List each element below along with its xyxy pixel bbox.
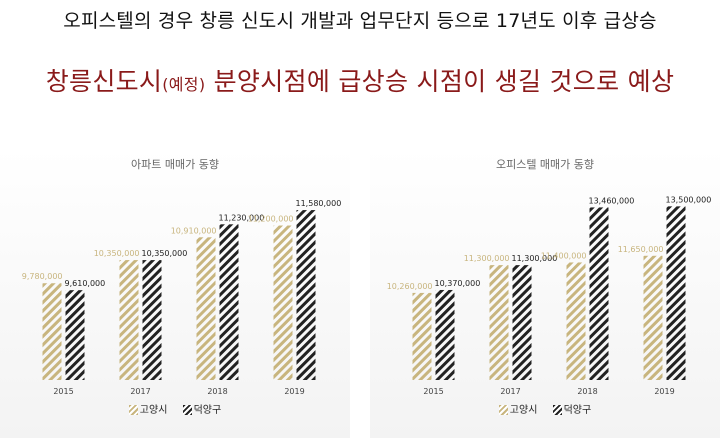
data-label: 10,350,000 [94,249,140,258]
bar-deogyang-2017 [512,265,532,380]
legend-label: 고양시 [509,405,538,416]
bar-goyang-2018 [566,262,586,380]
bar-deogyang-2017 [142,260,162,380]
headline-line-2-small: (예정) [162,75,206,94]
data-label: 11,300,000 [512,254,558,263]
x-tick-label: 2017 [130,387,150,396]
headline-line-2: 창릉신도시(예정) 분양시점에 급상승 시점이 생길 것으로 예상 [0,62,720,98]
bar-goyang-2015 [412,292,432,380]
bar-goyang-2015 [42,283,62,380]
x-tick-label: 2018 [207,387,227,396]
data-label: 9,780,000 [22,272,63,281]
headline-line-2-part-1: 창릉신도시 [45,67,163,96]
data-label: 13,500,000 [666,195,712,204]
data-label: 10,350,000 [142,249,188,258]
legend-swatch-goyang [498,405,508,415]
data-label: 9,610,000 [65,279,106,288]
bar-deogyang-2018 [219,224,239,380]
bar-deogyang-2019 [296,210,316,380]
bar-deogyang-2015 [435,289,455,380]
x-tick-label: 2017 [500,387,520,396]
data-label: 11,650,000 [618,245,664,254]
data-label: 13,460,000 [589,196,635,205]
bar-goyang-2018 [196,237,216,380]
data-label: 10,260,000 [387,282,433,291]
legend-label: 덕양구 [563,405,592,416]
officetel-price-chart: 오피스텔 매매가 동향 10,260,000 10,370,000 2015 11,3… [370,148,720,438]
bar-deogyang-2019 [666,206,686,380]
legend-item-deogyang: 덕양구 [552,401,592,416]
legend-label: 고양시 [139,405,168,416]
x-tick-label: 2019 [654,387,674,396]
legend-swatch-goyang [128,405,138,415]
legend-item-deogyang: 덕양구 [182,401,222,416]
chart-title: 아파트 매매가 동향 [131,158,219,171]
chart-title: 오피스텔 매매가 동향 [495,158,595,171]
x-tick-label: 2019 [284,387,304,396]
apartment-price-chart: 아파트 매매가 동향 9,780,000 9,610,000 2015 10,350,… [0,148,350,438]
x-tick-label: 2015 [53,387,73,396]
legend-swatch-deogyang [182,405,192,415]
bar-goyang-2019 [273,225,293,380]
bar-goyang-2017 [119,260,139,380]
legend-swatch-deogyang [552,405,562,415]
data-label: 10,910,000 [171,226,217,235]
data-label: 11,230,000 [219,213,265,222]
bar-goyang-2019 [643,255,663,380]
headline-line-1: 오피스텔의 경우 창릉 신도시 개발과 업무단지 등으로 17년도 이후 급상승 [63,10,657,32]
bar-deogyang-2018 [589,207,609,380]
legend-item-goyang: 고양시 [498,401,538,416]
data-label: 10,370,000 [435,279,481,288]
x-tick-label: 2018 [577,387,597,396]
officetel-chart-canvas: 10,260,000 10,370,000 2015 11,300,000 11,300… [387,195,712,396]
data-label: 11,300,000 [464,254,510,263]
chart-legend: 고양시 덕양구 [0,401,350,416]
data-label: 11,580,000 [296,199,342,208]
bar-deogyang-2015 [65,290,85,380]
legend-item-goyang: 고양시 [128,401,168,416]
legend-label: 덕양구 [193,405,222,416]
headline-line-2-part-2: 분양시점에 급상승 시점이 생길 것으로 예상 [205,67,675,96]
data-label: 11,200,000 [248,215,294,224]
x-tick-label: 2015 [423,387,443,396]
bar-goyang-2017 [489,265,509,380]
chart-legend: 고양시 덕양구 [370,401,720,416]
data-label: 11,400,000 [541,251,587,260]
